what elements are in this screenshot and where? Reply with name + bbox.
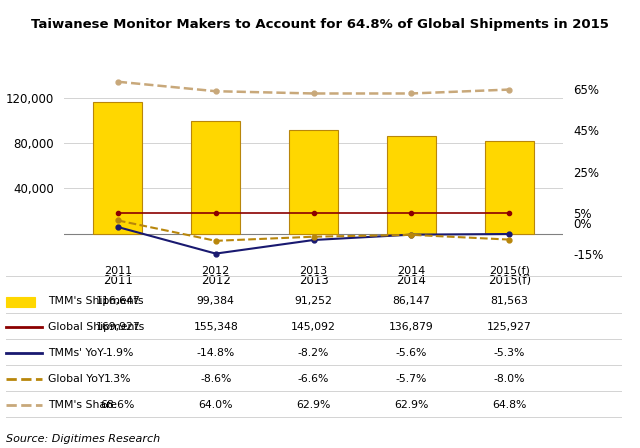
Bar [485, 142, 534, 234]
Text: Global Shipments: Global Shipments [48, 322, 144, 332]
Text: -8.2%: -8.2% [298, 348, 330, 358]
Text: -1.9%: -1.9% [102, 348, 134, 358]
Text: Global YoY: Global YoY [48, 374, 104, 383]
Text: TMMs' YoY: TMMs' YoY [48, 348, 104, 358]
Text: 62.9%: 62.9% [296, 400, 331, 409]
Bar [191, 121, 240, 234]
Text: 1.3%: 1.3% [104, 374, 132, 383]
Text: -8.6%: -8.6% [200, 374, 232, 383]
Text: TMM's Share: TMM's Share [48, 400, 117, 409]
Text: 2014: 2014 [397, 266, 426, 276]
Text: -8.0%: -8.0% [493, 374, 525, 383]
Text: 2013: 2013 [300, 266, 328, 276]
Bar [93, 102, 142, 234]
Bar [387, 136, 436, 234]
Text: 169,927: 169,927 [95, 322, 140, 332]
Text: 91,252: 91,252 [294, 296, 333, 306]
Text: TMM's Shipments: TMM's Shipments [48, 296, 143, 306]
Text: 145,092: 145,092 [291, 322, 336, 332]
Text: -14.8%: -14.8% [196, 348, 235, 358]
Text: -5.7%: -5.7% [396, 374, 427, 383]
Text: 86,147: 86,147 [392, 296, 431, 306]
Text: Taiwanese Monitor Makers to Account for 64.8% of Global Shipments in 2015: Taiwanese Monitor Makers to Account for … [31, 18, 609, 31]
Text: 68.6%: 68.6% [100, 400, 135, 409]
Text: 99,384: 99,384 [196, 296, 235, 306]
Bar [289, 130, 338, 234]
Text: 62.9%: 62.9% [394, 400, 429, 409]
Text: 81,563: 81,563 [490, 296, 528, 306]
Text: 64.8%: 64.8% [492, 400, 527, 409]
Text: 116,647: 116,647 [95, 296, 140, 306]
Text: -5.3%: -5.3% [493, 348, 525, 358]
Text: 2015(f): 2015(f) [489, 266, 530, 276]
Text: Source: Digitimes Research: Source: Digitimes Research [6, 434, 161, 444]
Text: 64.0%: 64.0% [198, 400, 233, 409]
Text: -5.6%: -5.6% [396, 348, 427, 358]
Text: 155,348: 155,348 [193, 322, 238, 332]
Text: 2012: 2012 [202, 266, 230, 276]
Text: 125,927: 125,927 [487, 322, 532, 332]
Text: 2011: 2011 [104, 266, 132, 276]
Text: -6.6%: -6.6% [298, 374, 330, 383]
Text: 136,879: 136,879 [389, 322, 434, 332]
